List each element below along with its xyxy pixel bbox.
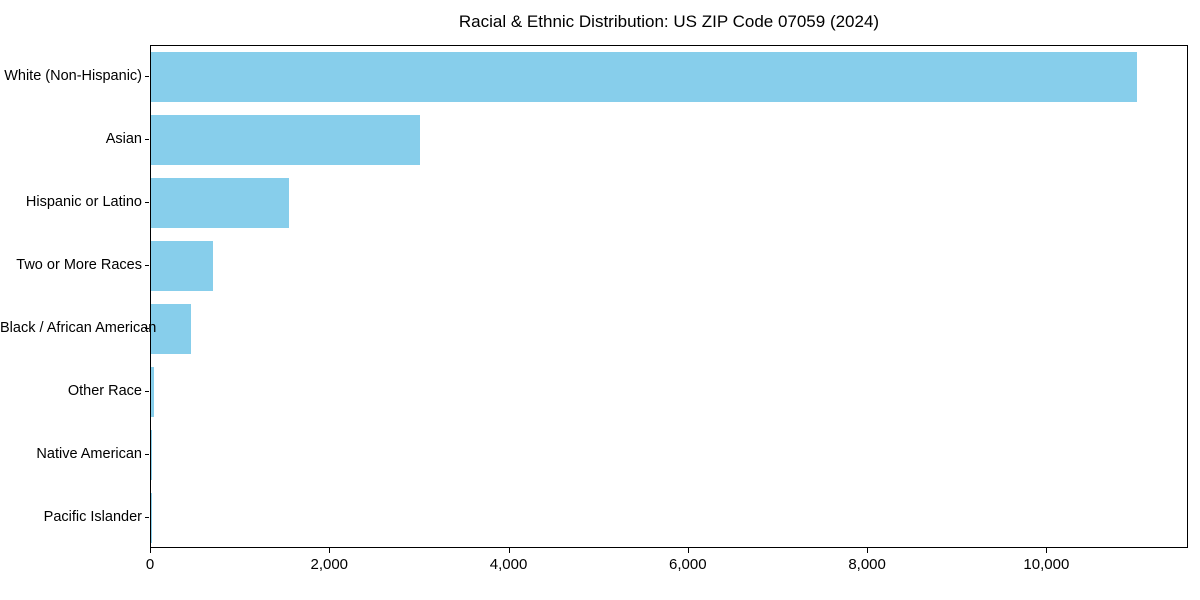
x-tick-mark: [508, 548, 510, 553]
y-tick-label: Pacific Islander: [43, 508, 142, 525]
x-tick-label: 8,000: [848, 556, 886, 573]
x-tick-mark: [150, 548, 151, 553]
x-tick-mark: [687, 548, 689, 553]
y-tick-label: Native American: [36, 445, 142, 462]
x-tick-label: 4,000: [489, 556, 528, 573]
y-tick-mark: [145, 390, 149, 392]
y-tick-label: Hispanic or Latino: [25, 194, 142, 211]
bar: [151, 115, 420, 166]
x-tick-mark: [329, 548, 331, 553]
y-tick-mark: [145, 453, 149, 455]
bar: [151, 429, 152, 480]
bar: [151, 366, 155, 417]
y-tick-mark: [145, 76, 149, 78]
bar: [151, 303, 192, 354]
x-tick-label: 10,000: [1023, 556, 1070, 573]
y-tick-label: Black / African American: [0, 319, 157, 336]
y-tick-mark: [145, 516, 149, 518]
x-tick-label: 0: [145, 556, 155, 573]
y-tick-label: White (Non-Hispanic): [4, 68, 142, 85]
x-tick-mark: [1046, 548, 1048, 553]
bar: [151, 241, 213, 292]
bar: [151, 178, 290, 229]
x-tick-label: 2,000: [310, 556, 349, 573]
chart-title: Racial & Ethnic Distribution: US ZIP Cod…: [458, 12, 880, 31]
y-axis-labels: White (Non-Hispanic) Asian Hispanic or Lat…: [0, 45, 157, 548]
y-tick-mark: [145, 327, 149, 329]
bar: [151, 52, 1137, 103]
y-tick-mark: [145, 265, 149, 267]
y-tick-mark: [145, 139, 149, 141]
y-tick-label: Two or More Races: [16, 257, 142, 274]
y-tick-mark: [145, 202, 149, 204]
plot-area: [150, 45, 1188, 548]
y-tick-label: Other Race: [67, 382, 142, 399]
x-tick-label: 6,000: [669, 556, 707, 573]
y-tick-label: Asian: [105, 131, 142, 148]
x-tick-mark: [867, 548, 869, 553]
